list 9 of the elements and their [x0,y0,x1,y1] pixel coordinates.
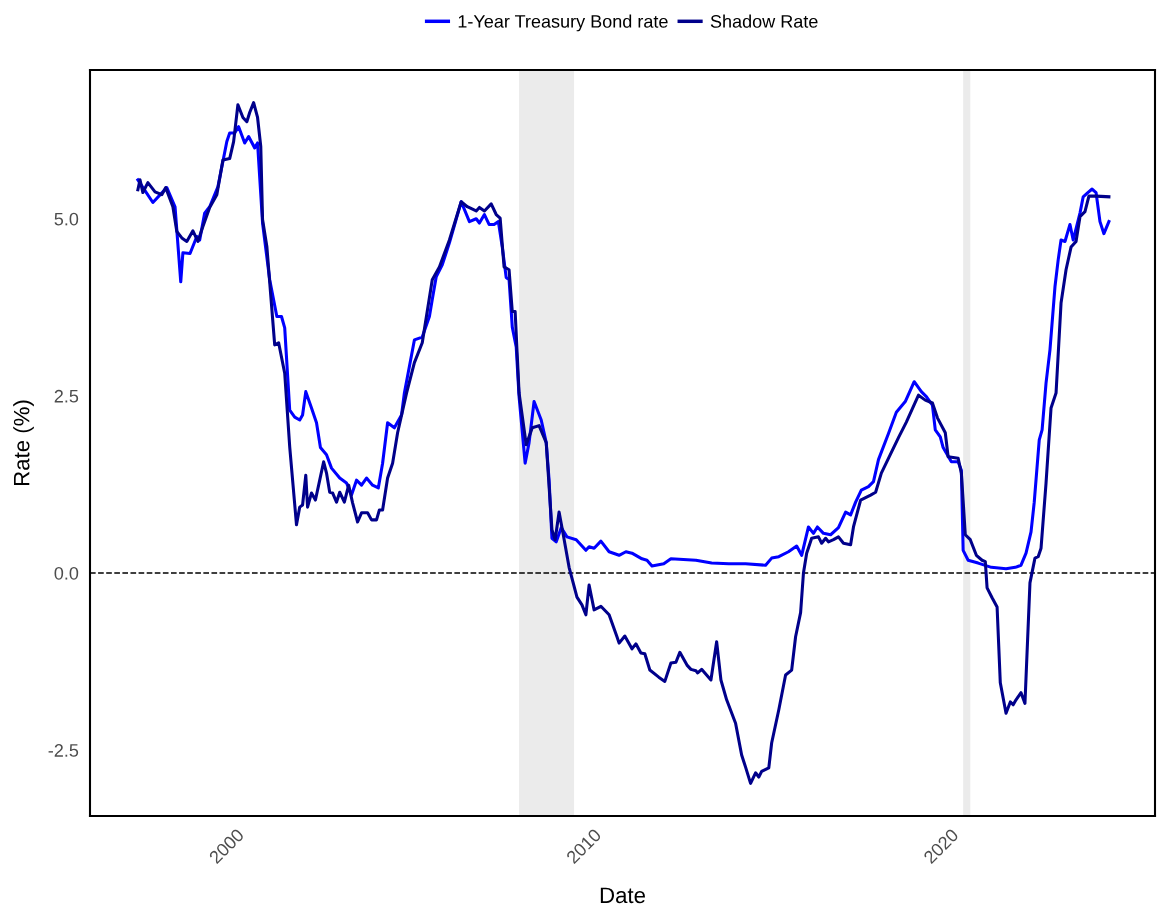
y-axis-title: Rate (%) [13,400,34,486]
line-series [136,101,1111,785]
y-tick-label: 2.5 [54,389,79,403]
legend-label: 1-Year Treasury Bond rate [458,14,668,32]
x-axis-title: Date [600,887,645,904]
y-tick-label: -2.5 [48,744,79,757]
y-tick-label: 0.0 [54,566,79,580]
y-tick-label: 5.0 [54,212,79,226]
legend-label: Shadow Rate [710,14,818,28]
